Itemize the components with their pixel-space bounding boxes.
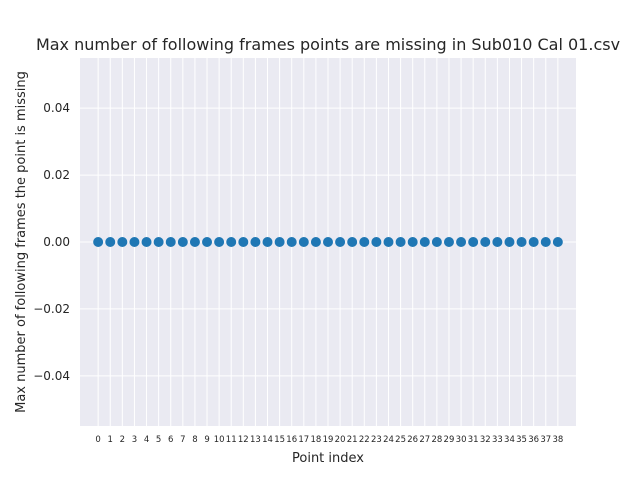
- data-point: [528, 237, 539, 247]
- x-tick-label: 36: [528, 435, 539, 445]
- x-tick-label: 10: [214, 435, 225, 445]
- x-tick-label: 7: [180, 435, 185, 445]
- x-tick-label: 6: [168, 435, 173, 445]
- data-point: [214, 237, 225, 247]
- y-tick-labels: −0.04 −0.02 0.00 0.02 0.04: [33, 101, 70, 383]
- x-tick-label: 15: [274, 435, 285, 445]
- data-point: [480, 237, 491, 247]
- x-tick-label: 38: [552, 435, 563, 445]
- data-point: [310, 237, 321, 247]
- data-point: [274, 237, 285, 247]
- data-point: [431, 237, 442, 247]
- y-tick-label: −0.02: [33, 302, 70, 316]
- x-tick-label: 35: [516, 435, 527, 445]
- x-tick-label: 28: [431, 435, 442, 445]
- x-tick-label: 13: [250, 435, 261, 445]
- data-point: [129, 237, 140, 247]
- data-point: [504, 237, 515, 247]
- data-point: [117, 237, 128, 247]
- chart-title: Max number of following frames points ar…: [36, 35, 620, 54]
- x-tick-label: 20: [335, 435, 346, 445]
- data-point: [323, 237, 333, 247]
- data-point: [298, 237, 309, 247]
- x-tick-label: 27: [419, 435, 430, 445]
- y-tick-label: −0.04: [33, 369, 70, 383]
- x-tick-label: 34: [504, 435, 515, 445]
- data-point: [238, 237, 249, 247]
- data-point: [189, 237, 200, 247]
- data-point: [456, 237, 467, 247]
- x-tick-labels: 0 1 2 3 4 5 6 7 8 9 10 11 12 13 14 15 16 17 18 19 20 21 22 23 24…: [95, 435, 563, 445]
- data-point: [226, 237, 237, 247]
- x-tick-label: 11: [226, 435, 237, 445]
- x-tick-label: 37: [540, 435, 551, 445]
- x-tick-label: 18: [310, 435, 321, 445]
- x-tick-label: 30: [456, 435, 467, 445]
- data-point: [177, 237, 188, 247]
- x-tick-label: 21: [347, 435, 358, 445]
- x-tick-label: 26: [407, 435, 418, 445]
- x-tick-label: 5: [156, 435, 161, 445]
- data-point: [153, 237, 164, 247]
- data-point: [93, 237, 104, 247]
- data-point: [540, 237, 551, 247]
- data-point: [286, 237, 297, 247]
- x-tick-label: 24: [383, 435, 394, 445]
- x-tick-label: 17: [298, 435, 309, 445]
- x-tick-label: 29: [444, 435, 455, 445]
- data-point: [165, 237, 176, 247]
- data-point: [335, 237, 346, 247]
- x-tick-label: 25: [395, 435, 406, 445]
- x-tick-label: 23: [371, 435, 382, 445]
- data-point: [202, 237, 213, 247]
- x-tick-label: 32: [480, 435, 491, 445]
- y-tick-label: 0.00: [43, 235, 70, 249]
- data-point: [468, 237, 479, 247]
- data-point: [492, 237, 503, 247]
- data-point: [443, 237, 454, 247]
- data-point: [250, 237, 261, 247]
- data-point: [516, 237, 527, 247]
- data-point: [371, 237, 382, 247]
- data-point: [141, 237, 152, 247]
- x-tick-label: 22: [359, 435, 370, 445]
- x-tick-label: 3: [132, 435, 137, 445]
- x-tick-label: 31: [468, 435, 479, 445]
- data-point: [105, 237, 116, 247]
- data-points: [93, 237, 563, 247]
- x-tick-label: 14: [262, 435, 273, 445]
- y-axis-label: Max number of following frames the point…: [14, 71, 29, 413]
- data-point: [395, 237, 406, 247]
- x-tick-label: 33: [492, 435, 503, 445]
- x-tick-label: 9: [204, 435, 209, 445]
- data-point: [262, 237, 273, 247]
- x-tick-label: 19: [323, 435, 334, 445]
- data-point: [347, 237, 358, 247]
- x-tick-label: 4: [144, 435, 149, 445]
- data-point: [359, 237, 370, 247]
- x-tick-label: 1: [108, 435, 113, 445]
- x-tick-label: 2: [120, 435, 125, 445]
- x-tick-label: 0: [95, 435, 100, 445]
- y-tick-label: 0.04: [43, 101, 70, 115]
- x-tick-label: 8: [192, 435, 197, 445]
- data-point: [383, 237, 394, 247]
- x-axis-label: Point index: [292, 451, 364, 466]
- x-tick-label: 12: [238, 435, 249, 445]
- x-tick-label: 16: [286, 435, 297, 445]
- data-point: [419, 237, 430, 247]
- y-tick-label: 0.02: [43, 168, 70, 182]
- data-point: [407, 237, 418, 247]
- data-point: [552, 237, 563, 247]
